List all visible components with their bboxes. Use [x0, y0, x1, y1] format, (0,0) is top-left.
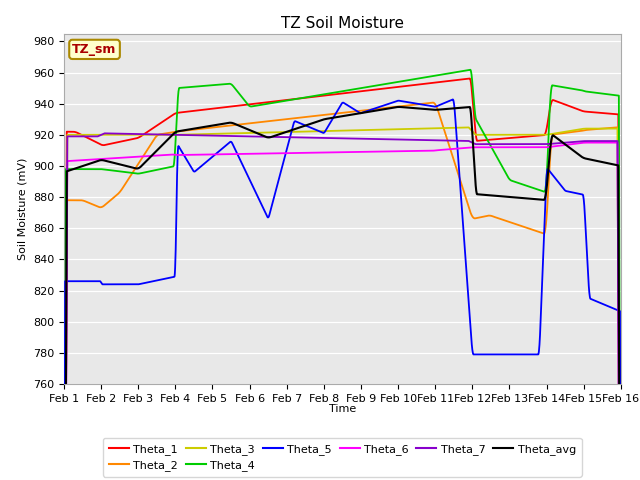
- Title: TZ Soil Moisture: TZ Soil Moisture: [281, 16, 404, 31]
- Legend: Theta_1, Theta_2, Theta_3, Theta_4, Theta_5, Theta_6, Theta_7, Theta_avg: Theta_1, Theta_2, Theta_3, Theta_4, Thet…: [103, 438, 582, 477]
- X-axis label: Time: Time: [329, 404, 356, 414]
- Y-axis label: Soil Moisture (mV): Soil Moisture (mV): [17, 157, 28, 260]
- Text: TZ_sm: TZ_sm: [72, 43, 116, 56]
